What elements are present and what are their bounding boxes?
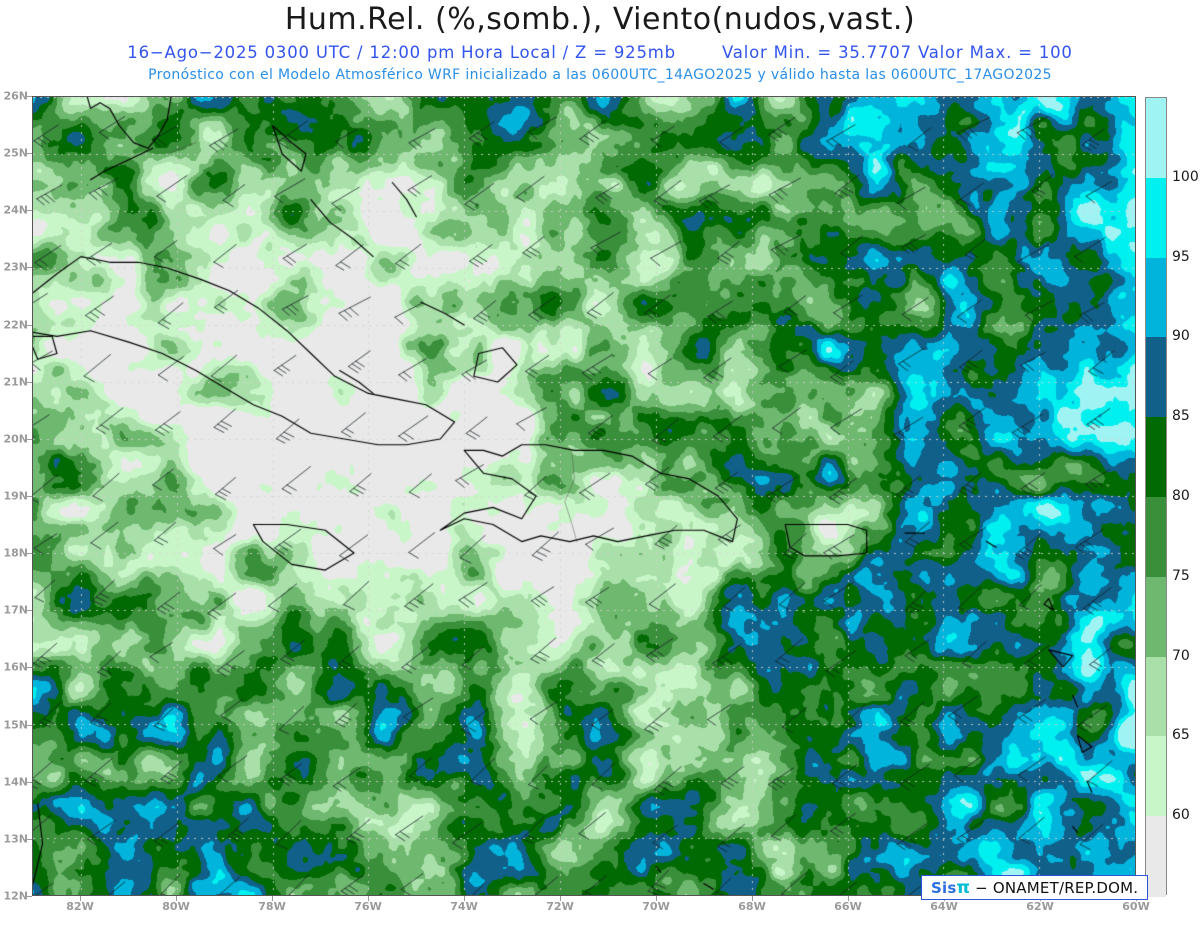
longitude-label: 78W [258,900,286,913]
longitude-label: 62W [1026,900,1054,913]
longitude-tick [464,896,465,901]
watermark-agency-text: − ONAMET/REP.DOM. [975,878,1139,897]
latitude-tick [27,96,32,97]
latitude-tick [27,153,32,155]
longitude-tick [560,896,561,901]
longitude-label: 74W [450,900,478,913]
latitude-label: 21N [3,375,28,389]
page-title: Hum.Rel. (%,somb.), Viento(nudos,vast.) [284,2,916,37]
latitude-label: 23N [3,260,28,274]
provider-watermark: Sis π − ONAMET/REP.DOM. [921,875,1149,900]
latitude-tick [27,267,32,269]
longitude-label: 72W [546,900,574,913]
latitude-tick [27,210,32,212]
longitude-label: 66W [834,900,862,913]
latitude-label: 24N [3,203,28,217]
latitude-tick [27,553,32,555]
humidity-shading-canvas [33,97,1135,895]
latitude-label: 25N [3,146,28,160]
latitude-label: 19N [3,489,28,503]
watermark-sis-text: Sis [931,878,957,897]
model-description: Pronóstico con el Modelo Atmosférico WRF… [148,67,1052,83]
colorbar-band [1146,497,1166,578]
colorbar-tick-label: 75 [1172,567,1190,584]
colorbar-tick-label: 60 [1172,807,1190,824]
latitude-tick [27,667,32,669]
latitude-label: 15N [3,718,28,732]
colorbar-tick-label: 70 [1172,647,1190,664]
longitude-label: 68W [738,900,766,913]
colorbar-tick-label: 90 [1172,328,1190,345]
longitude-tick [848,896,849,901]
colorbar-band [1146,98,1166,179]
map-plot-area: 12N 13N 14N 15N 16N 17N 18N 19N 20N 21N 22N 23N 24N 2… [3,90,1149,914]
latitude-tick [27,496,32,497]
latitude-tick [27,324,32,326]
longitude-tick [272,896,273,901]
colorbar-tick-label: 65 [1172,727,1190,744]
latitude-tick [27,381,32,383]
latitude-tick [27,781,32,783]
forecast-datetime: 16−Ago−2025 0300 UTC / 12:00 pm Hora Loc… [127,43,676,62]
latitude-label: 16N [3,660,28,674]
colorbar-band [1146,816,1166,897]
latitude-tick [27,610,32,612]
latitude-tick [27,438,32,440]
latitude-label: 26N [3,89,28,103]
latitude-label: 14N [3,775,28,789]
longitude-label: 70W [642,900,670,913]
colorbar-band [1146,337,1166,418]
forecast-minmax: Valor Min. = 35.7707 Valor Max. = 100 [722,43,1073,62]
map-canvas-frame [32,96,1136,896]
longitude-label: 82W [66,900,94,913]
colorbar-band [1146,576,1166,658]
colorbar-band [1146,417,1166,498]
colorbar-tick-label: 80 [1172,488,1190,504]
latitude-label: 17N [3,603,28,617]
longitude-tick [752,896,753,901]
longitude-tick [368,896,369,901]
latitude-label: 20N [3,432,28,446]
colorbar-tick-label: 85 [1172,408,1190,425]
watermark-pi-icon: π [956,877,971,898]
colorbar-band [1146,736,1166,817]
latitude-label: 22N [3,318,28,332]
latitude-label: 12N [3,889,28,903]
colorbar-tick-label: 100 [1172,168,1199,185]
colorbar-band [1146,656,1166,737]
longitude-tick [656,896,657,901]
longitude-label: 76W [354,900,382,913]
latitude-label: 18N [3,546,28,560]
forecast-meta-line: 16−Ago−2025 0300 UTC / 12:00 pm Hora Loc… [0,43,1200,62]
colorbar-band [1146,257,1166,338]
longitude-tick [176,896,177,901]
longitude-label: 60W [1122,900,1150,913]
latitude-tick [27,724,32,726]
colorbar-band [1146,177,1166,259]
longitude-tick [80,896,81,901]
humidity-colorbar [1145,97,1167,897]
latitude-tick [27,896,32,897]
colorbar-tick-label: 95 [1172,248,1190,265]
latitude-label: 13N [3,832,28,846]
latitude-tick [27,838,32,840]
longitude-label: 64W [930,900,958,913]
longitude-label: 80W [162,900,190,913]
